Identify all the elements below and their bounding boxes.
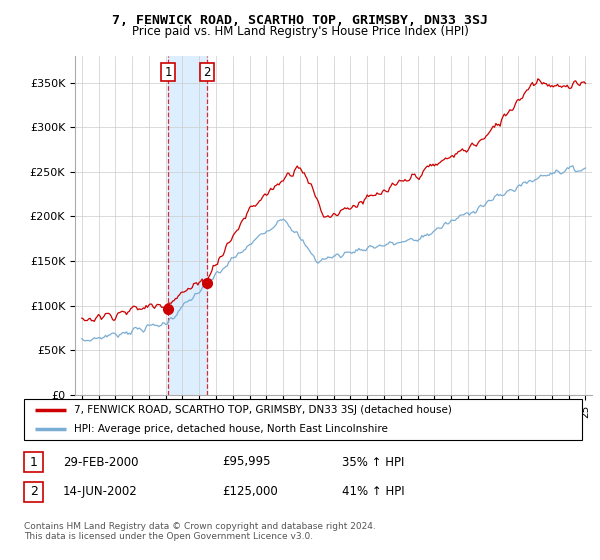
- Text: 41% ↑ HPI: 41% ↑ HPI: [342, 485, 404, 498]
- Text: 7, FENWICK ROAD, SCARTHO TOP, GRIMSBY, DN33 3SJ: 7, FENWICK ROAD, SCARTHO TOP, GRIMSBY, D…: [112, 14, 488, 27]
- Text: 35% ↑ HPI: 35% ↑ HPI: [342, 455, 404, 469]
- Text: Contains HM Land Registry data © Crown copyright and database right 2024.
This d: Contains HM Land Registry data © Crown c…: [24, 522, 376, 542]
- Text: £95,995: £95,995: [222, 455, 271, 469]
- Text: HPI: Average price, detached house, North East Lincolnshire: HPI: Average price, detached house, Nort…: [74, 424, 388, 434]
- Text: 7, FENWICK ROAD, SCARTHO TOP, GRIMSBY, DN33 3SJ (detached house): 7, FENWICK ROAD, SCARTHO TOP, GRIMSBY, D…: [74, 405, 452, 415]
- Text: Price paid vs. HM Land Registry's House Price Index (HPI): Price paid vs. HM Land Registry's House …: [131, 25, 469, 38]
- Text: 1: 1: [29, 455, 38, 469]
- Text: 29-FEB-2000: 29-FEB-2000: [63, 455, 139, 469]
- Text: 1: 1: [164, 66, 172, 78]
- Text: 2: 2: [29, 485, 38, 498]
- Text: 14-JUN-2002: 14-JUN-2002: [63, 485, 138, 498]
- Text: 2: 2: [203, 66, 211, 78]
- Bar: [168, 56, 207, 395]
- Text: £125,000: £125,000: [222, 485, 278, 498]
